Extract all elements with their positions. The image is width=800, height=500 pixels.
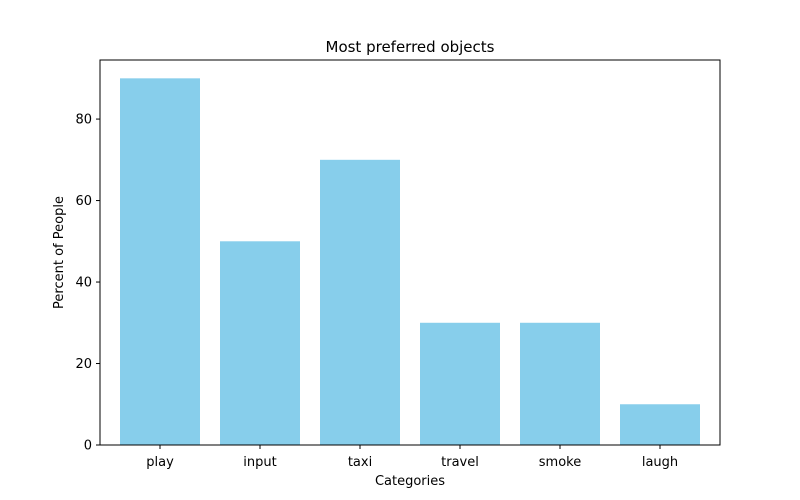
y-tick-label-20: 20 bbox=[75, 357, 92, 372]
x-tick-label-travel: travel bbox=[441, 455, 479, 470]
x-axis: play input taxi travel smoke laugh bbox=[146, 445, 678, 470]
plot-area-frame bbox=[99, 59, 721, 446]
y-tick-label-40: 40 bbox=[75, 276, 92, 291]
bar-travel bbox=[420, 322, 500, 445]
bar-taxi bbox=[320, 159, 400, 445]
x-tick-label-play: play bbox=[146, 455, 174, 470]
bars-group bbox=[120, 78, 700, 445]
bar-laugh bbox=[620, 404, 700, 445]
bar-smoke bbox=[520, 322, 600, 445]
x-tick-label-laugh: laugh bbox=[642, 455, 678, 470]
x-axis-label: Categories bbox=[375, 474, 445, 489]
y-tick-label-60: 60 bbox=[75, 194, 92, 209]
y-tick-label-80: 80 bbox=[75, 113, 92, 128]
x-tick-label-taxi: taxi bbox=[348, 455, 372, 470]
bar-input bbox=[220, 241, 300, 445]
y-tick-label-0: 0 bbox=[84, 439, 92, 454]
bar-play bbox=[120, 78, 200, 445]
x-tick-label-smoke: smoke bbox=[539, 455, 581, 470]
chart-title: Most preferred objects bbox=[326, 38, 495, 56]
y-axis: 0 20 40 60 80 bbox=[75, 113, 100, 454]
y-axis-label: Percent of People bbox=[52, 196, 67, 309]
x-tick-label-input: input bbox=[243, 455, 276, 470]
